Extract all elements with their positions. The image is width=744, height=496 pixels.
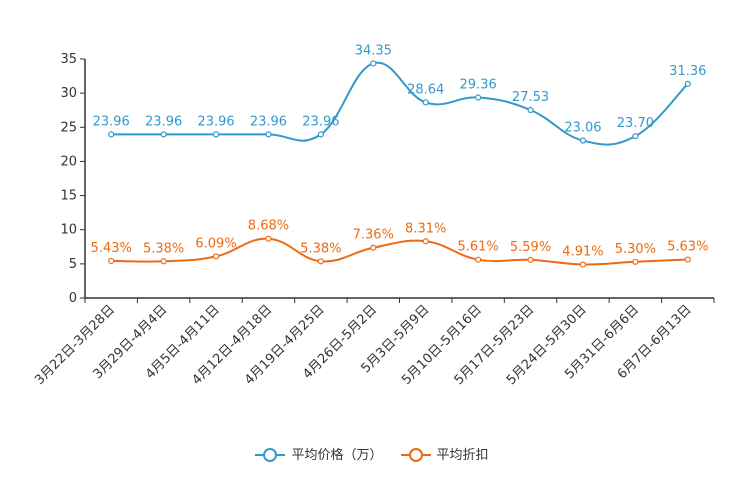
data-label-0: 23.96 [145, 114, 182, 129]
data-point-1 [317, 258, 324, 265]
data-label-1: 8.31% [405, 221, 446, 236]
data-label-0: 27.53 [512, 90, 549, 105]
data-label-0: 31.36 [669, 64, 706, 79]
y-tick-label: 25 [60, 120, 77, 135]
y-tick-label: 15 [60, 189, 77, 204]
data-label-0: 23.96 [250, 114, 287, 129]
data-label-1: 7.36% [353, 228, 394, 243]
data-label-1: 4.91% [562, 244, 603, 259]
data-point-1 [212, 253, 220, 260]
y-tick-label: 20 [60, 154, 77, 169]
data-point-0 [160, 131, 167, 138]
data-label-1: 5.61% [457, 240, 498, 255]
series-line-1 [111, 237, 688, 266]
data-point-1 [160, 258, 167, 265]
legend-label-discount: 平均折扣 [436, 448, 489, 463]
legend-swatch-discount [400, 447, 431, 462]
data-label-0: 29.36 [460, 78, 497, 93]
data-point-0 [212, 131, 220, 138]
data-point-1 [108, 257, 115, 265]
data-label-0: 28.64 [407, 82, 444, 97]
data-point-0 [632, 133, 639, 140]
data-point-1 [475, 256, 482, 263]
y-tick-label: 0 [69, 291, 77, 306]
data-point-1 [684, 256, 691, 263]
data-point-1 [527, 256, 534, 263]
legend-swatch-price [255, 447, 286, 462]
data-point-1 [370, 244, 377, 251]
legend-label-price: 平均价格（万） [291, 448, 383, 463]
legend-item-price[interactable]: 平均价格（万） [255, 444, 383, 463]
data-label-0: 23.06 [564, 121, 601, 136]
data-label-0: 23.96 [93, 114, 130, 129]
data-label-0: 34.35 [355, 43, 392, 58]
y-tick-label: 5 [69, 257, 77, 272]
data-label-1: 5.63% [667, 240, 708, 255]
data-point-0 [108, 131, 115, 138]
data-label-1: 6.09% [195, 236, 236, 251]
data-point-1 [632, 258, 639, 265]
data-label-1: 8.68% [248, 219, 289, 234]
data-label-1: 5.38% [300, 241, 341, 256]
data-label-0: 23.96 [302, 114, 339, 129]
y-tick-label: 10 [60, 223, 77, 238]
data-label-1: 5.59% [510, 240, 551, 255]
data-label-1: 5.43% [91, 241, 132, 256]
data-point-0 [265, 131, 272, 138]
legend-item-discount[interactable]: 平均折扣 [400, 444, 489, 463]
data-label-1: 5.30% [615, 242, 656, 257]
data-point-0 [527, 106, 534, 114]
data-point-1 [422, 238, 429, 245]
data-label-1: 5.38% [143, 241, 184, 256]
data-label-0: 23.96 [197, 114, 234, 129]
data-point-0 [317, 131, 324, 138]
data-label-0: 23.70 [617, 116, 654, 131]
y-tick-label: 35 [60, 52, 77, 67]
data-point-0 [684, 80, 691, 87]
data-point-1 [265, 235, 272, 242]
chart-legend: 平均价格（万） 平均折扣 [0, 444, 744, 463]
data-point-1 [579, 261, 587, 268]
data-point-0 [579, 137, 587, 144]
data-point-0 [370, 60, 377, 67]
data-point-0 [422, 99, 429, 106]
data-point-0 [475, 94, 482, 101]
y-tick-label: 30 [60, 86, 77, 101]
